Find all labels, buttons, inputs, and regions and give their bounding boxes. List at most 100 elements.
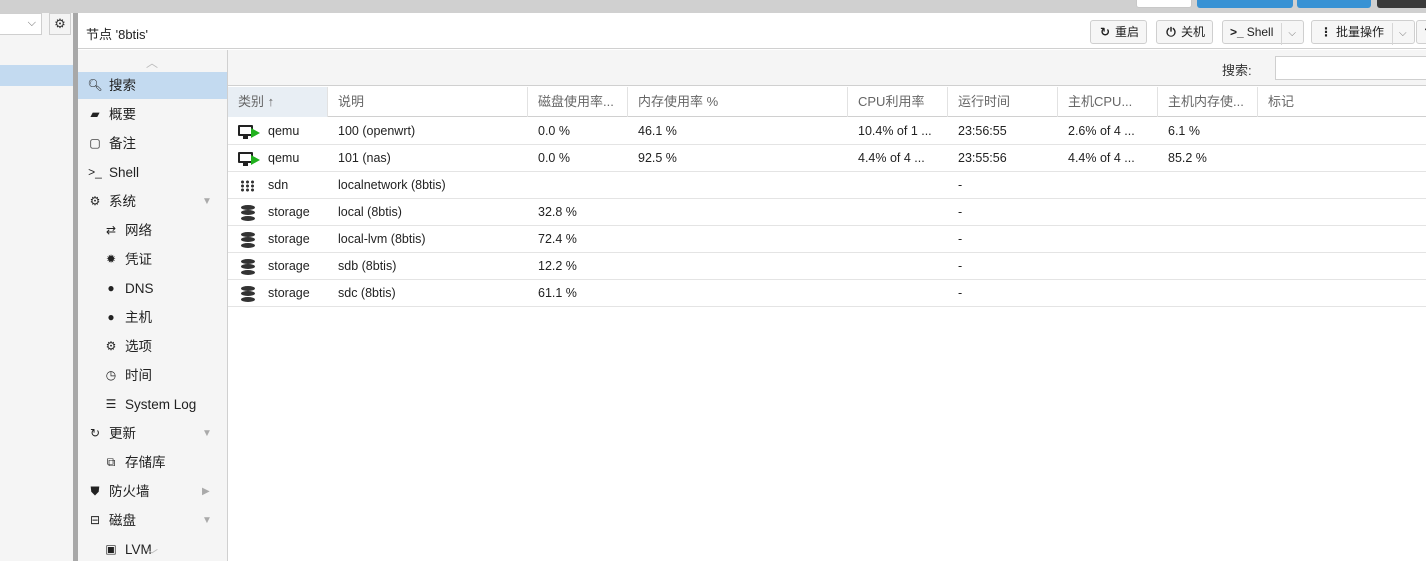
database-icon xyxy=(238,258,260,275)
cell-hostmem: 6.1 % xyxy=(1168,124,1200,138)
nav-item-repositories[interactable]: ⧉ 存储库 xyxy=(78,449,227,476)
help-button[interactable]: ? xyxy=(1416,20,1426,44)
table-row[interactable]: qemu 100 (openwrt) 0.0 % 46.1 % 10.4% of 1 .… xyxy=(228,118,1426,145)
nav-item-system[interactable]: ⚙ 系统 ▼ xyxy=(78,188,227,215)
col-cpu-usage[interactable]: CPU利用率 xyxy=(848,87,948,117)
chevron-down-icon[interactable]: ▼ xyxy=(202,428,212,439)
cell-type: qemu xyxy=(228,118,328,145)
splitter[interactable] xyxy=(73,13,78,561)
gear-icon[interactable]: ⚙ xyxy=(49,13,71,35)
nav-item-updates[interactable]: ↻ 更新 ▼ xyxy=(78,420,227,447)
cell-type: storage xyxy=(228,226,328,253)
power-icon: ⏻ xyxy=(1166,25,1176,39)
nav-item-network[interactable]: ⇄ 网络 xyxy=(78,217,227,244)
create-ct-button[interactable] xyxy=(1297,0,1371,8)
cell-disk: 61.1 % xyxy=(538,286,577,300)
cell-mem xyxy=(628,172,848,199)
chevron-right-icon[interactable]: ▶ xyxy=(202,486,210,497)
nav-item-certificates[interactable]: ✹ 凭证 xyxy=(78,246,227,273)
chevron-down-icon[interactable]: ▼ xyxy=(202,196,212,207)
view-selector[interactable]: ⌵ xyxy=(0,13,42,35)
cell-hostcpu xyxy=(1058,226,1158,253)
col-uptime[interactable]: 运行时间 xyxy=(948,87,1058,117)
table-row[interactable]: storage sdc (8btis) 61.1 % - xyxy=(228,280,1426,307)
cell-cpu: 4.4% of 4 ... xyxy=(858,151,925,165)
cell-cpu xyxy=(848,172,948,199)
create-vm-button[interactable] xyxy=(1197,0,1293,8)
nav-item-lvm[interactable]: ▣ LVM xyxy=(78,536,227,561)
globe-icon: ● xyxy=(107,310,115,324)
shell-button[interactable]: >_ Shell ⌵ xyxy=(1222,20,1304,45)
cell-type: storage xyxy=(228,280,328,307)
col-description[interactable]: 说明 xyxy=(328,87,528,117)
type-label: storage xyxy=(268,286,310,300)
resource-tree-pane: ⌵ ⚙ xyxy=(0,13,73,561)
table-row[interactable]: storage local-lvm (8btis) 72.4 % - xyxy=(228,226,1426,253)
search-input[interactable] xyxy=(1275,56,1426,80)
cell-cpu xyxy=(848,226,948,253)
cell-hostmem xyxy=(1158,199,1258,226)
table-row[interactable]: storage local (8btis) 32.8 % - xyxy=(228,199,1426,226)
cell-desc: sdb (8btis) xyxy=(338,259,397,273)
vm-running-icon xyxy=(238,151,260,167)
cell-uptime: - xyxy=(958,259,963,273)
cell-uptime: - xyxy=(958,286,963,300)
cell-cpu xyxy=(848,199,948,226)
table-row[interactable]: qemu 101 (nas) 0.0 % 92.5 % 4.4% of 4 ... 23:… xyxy=(228,145,1426,172)
col-type[interactable]: 类别 ↑ xyxy=(228,87,328,117)
chevron-down-icon: ⌵ xyxy=(27,17,36,29)
nav-item-firewall[interactable]: ⛊ 防火墙 ▶ xyxy=(78,478,227,505)
nav-item-notes[interactable]: ▢ 备注 xyxy=(78,130,227,157)
nav-item-hosts[interactable]: ● 主机 xyxy=(78,304,227,331)
col-host-memory[interactable]: 主机内存使... xyxy=(1158,87,1258,117)
col-disk-usage[interactable]: 磁盘使用率... xyxy=(528,87,628,117)
top-help-button[interactable] xyxy=(1136,0,1192,8)
nav-item-shell[interactable]: >_ Shell xyxy=(78,159,227,186)
book-icon: ▰ xyxy=(90,107,100,121)
search-toolbar: 搜索: xyxy=(228,50,1426,86)
tree-item-selected[interactable] xyxy=(0,65,73,86)
type-label: qemu xyxy=(268,151,300,165)
chevron-down-icon[interactable]: ▼ xyxy=(202,515,212,526)
nav-item-time[interactable]: ◷ 时间 xyxy=(78,362,227,389)
database-icon xyxy=(238,285,260,302)
type-label: sdn xyxy=(268,178,289,192)
cell-hostcpu xyxy=(1058,172,1158,199)
table-row[interactable]: sdn localnetwork (8btis) - xyxy=(228,172,1426,199)
restart-button[interactable]: ↻ 重启 xyxy=(1090,20,1148,44)
vm-running-icon xyxy=(238,124,260,140)
chevron-down-icon[interactable]: ⌵ xyxy=(1281,23,1296,45)
exchange-icon: ⇄ xyxy=(105,223,117,237)
col-host-cpu[interactable]: 主机CPU... xyxy=(1058,87,1158,117)
user-menu-button[interactable] xyxy=(1377,0,1426,8)
bulk-actions-button[interactable]: ⋮ 批量操作 ⌵ xyxy=(1311,20,1415,45)
table-row[interactable]: storage sdb (8btis) 12.2 % - xyxy=(228,253,1426,280)
nav-item-disks[interactable]: ⊟ 磁盘 ▼ xyxy=(78,507,227,534)
shutdown-button[interactable]: ⏻ 关机 xyxy=(1156,20,1214,44)
cell-mem xyxy=(628,253,848,280)
nav-item-dns[interactable]: ● DNS xyxy=(78,275,227,302)
restart-icon: ↻ xyxy=(1099,25,1111,39)
cell-hostcpu: 4.4% of 4 ... xyxy=(1068,151,1135,165)
cell-uptime: - xyxy=(958,232,963,246)
cogs-icon: ⚙ xyxy=(89,194,101,208)
nav-item-search[interactable]: 🔍︎ 搜索 xyxy=(78,72,227,99)
cell-uptime: - xyxy=(958,178,963,192)
cell-mem xyxy=(628,226,848,253)
cell-hostmem xyxy=(1158,253,1258,280)
refresh-icon: ↻ xyxy=(89,426,101,440)
cell-hostcpu xyxy=(1058,199,1158,226)
nav-item-summary[interactable]: ▰ 概要 xyxy=(78,101,227,128)
nav-item-options[interactable]: ⚙ 选项 xyxy=(78,333,227,360)
top-strip xyxy=(0,0,1426,13)
note-icon: ▢ xyxy=(89,136,101,150)
col-tags[interactable]: 标记 xyxy=(1268,94,1295,109)
page-title: 节点 '8btis' xyxy=(86,27,149,42)
chevron-up-icon[interactable]: ︿ xyxy=(146,56,159,70)
help-icon: ? xyxy=(1421,21,1426,43)
cell-type: sdn xyxy=(228,172,328,199)
col-memory-usage[interactable]: 内存使用率 % xyxy=(628,87,848,117)
cell-type: storage xyxy=(228,253,328,280)
nav-item-system-log[interactable]: ☰ System Log xyxy=(78,391,227,418)
chevron-down-icon[interactable]: ﹀ xyxy=(146,548,159,561)
